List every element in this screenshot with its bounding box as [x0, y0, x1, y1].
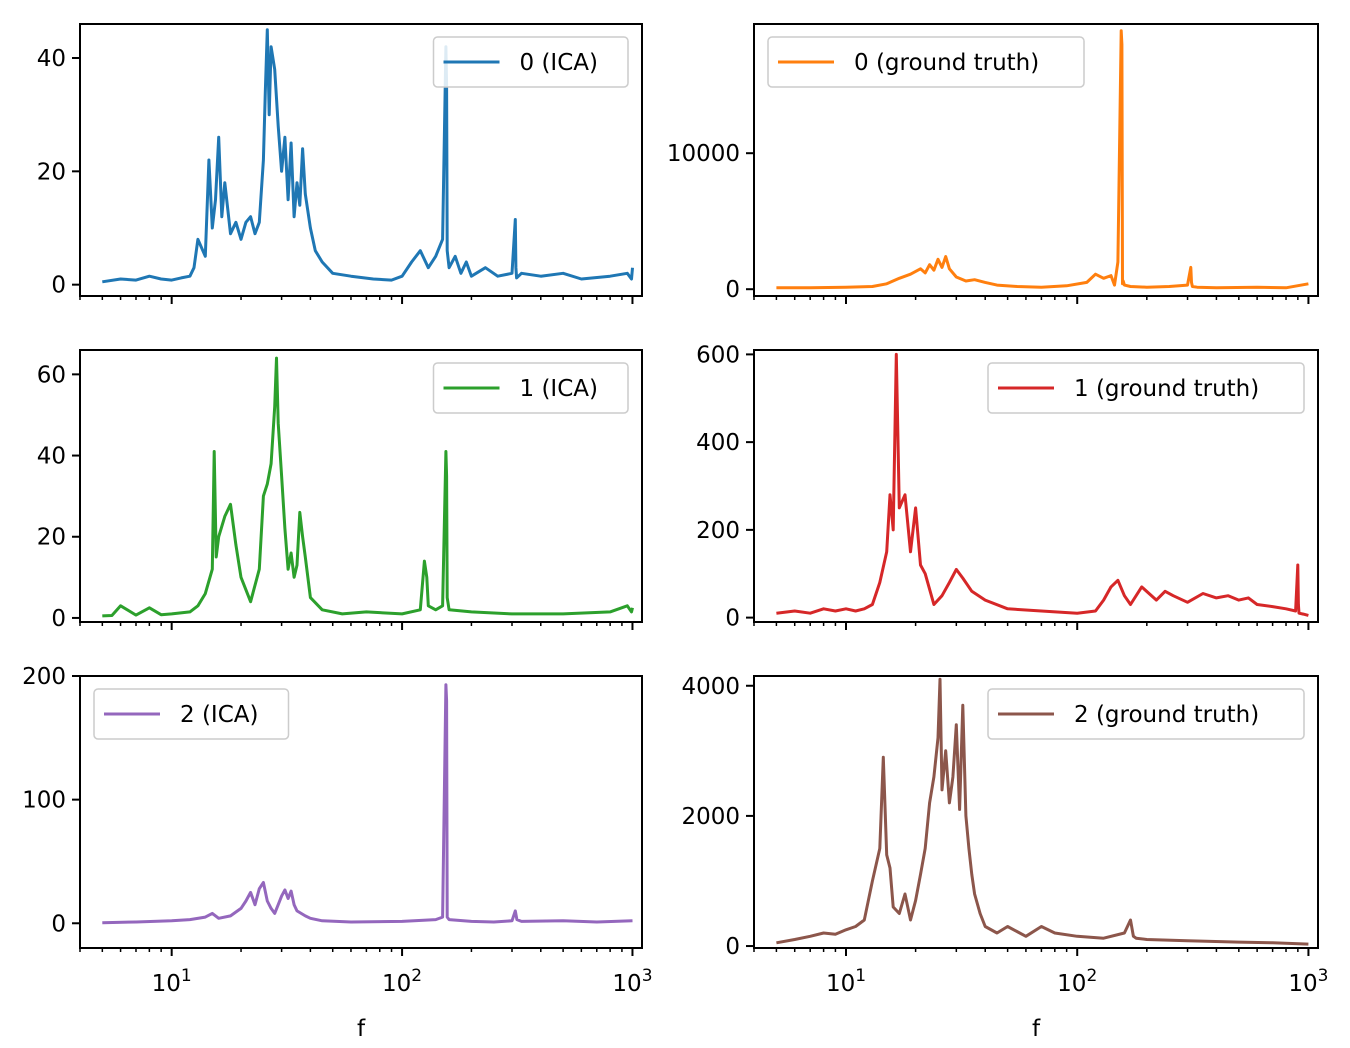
axes-frame: [753, 23, 1319, 297]
y-tick-label: 20: [37, 525, 66, 551]
y-tick-label: 4000: [681, 674, 740, 700]
subplot-5: 0 2000 4000 101 102 103 f 2 (ground truth): [681, 674, 1328, 1042]
x-axis-label: f: [357, 1016, 366, 1042]
legend-label: 1 (ICA): [520, 376, 598, 402]
x-tick-label: 102: [382, 966, 422, 997]
subplot-1: 0 10000 0 (ground truth): [667, 23, 1319, 304]
legend-label: 2 (ICA): [180, 702, 258, 728]
y-tick-label: 10000: [667, 141, 740, 167]
series-line-0: [102, 28, 634, 284]
y-tick-label: 200: [22, 664, 66, 690]
y-tick-label: 60: [37, 362, 66, 388]
legend-label: 1 (ground truth): [1074, 376, 1259, 402]
axes-frame: [79, 23, 643, 297]
y-tick-label: 200: [696, 518, 740, 544]
series-line-0: [102, 683, 633, 925]
subplot-3: 0 200 400 600 1 (ground truth): [696, 342, 1319, 632]
y-tick-label: 0: [51, 911, 66, 937]
y-tick-label: 0: [51, 606, 66, 632]
axes-frame: [753, 675, 1319, 949]
y-tick-label: 40: [37, 444, 66, 470]
subplot-2: 0 20 40 60 1 (ICA): [37, 349, 643, 632]
legend-box: [987, 688, 1305, 740]
legend-box: [987, 362, 1305, 414]
legend-box: [767, 36, 1085, 88]
y-tick-label: 40: [37, 46, 66, 72]
series-line-0: [776, 352, 1309, 617]
x-tick-label: 103: [612, 966, 652, 997]
axes-frame: [79, 675, 643, 949]
series-line-0: [776, 29, 1309, 290]
x-tick-label: 103: [1288, 966, 1328, 997]
series-line-0: [776, 677, 1309, 946]
subplot-4: 0 100 200 101 102 103 f 2 (ICA): [22, 664, 652, 1042]
y-tick-label: 0: [725, 277, 740, 303]
y-tick-label: 2000: [681, 804, 740, 830]
y-tick-label: 20: [37, 159, 66, 185]
legend-box: [93, 688, 290, 740]
legend-label: 0 (ground truth): [854, 50, 1039, 76]
legend-box: [432, 36, 629, 88]
y-tick-label: 0: [725, 606, 740, 632]
series-line-0: [102, 356, 634, 618]
y-tick-label: 0: [51, 273, 66, 299]
axes-frame: [753, 349, 1319, 623]
legend-label: 0 (ICA): [520, 50, 598, 76]
y-tick-label: 0: [725, 934, 740, 960]
x-tick-label: 101: [152, 966, 192, 997]
x-tick-label: 101: [826, 966, 866, 997]
legend-label: 2 (ground truth): [1074, 702, 1259, 728]
y-tick-label: 400: [696, 430, 740, 456]
y-tick-label: 600: [696, 342, 740, 368]
x-axis-label: f: [1032, 1016, 1041, 1042]
y-tick-label: 100: [22, 788, 66, 814]
x-tick-label: 102: [1057, 966, 1097, 997]
legend-box: [432, 362, 629, 414]
axes-frame: [79, 349, 643, 623]
subplot-0: 0 20 40 0 (ICA): [37, 23, 643, 304]
